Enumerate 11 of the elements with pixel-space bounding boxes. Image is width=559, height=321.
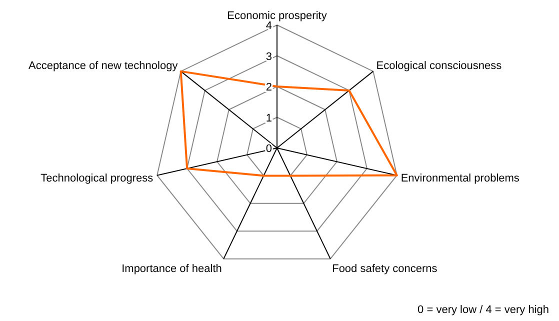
y-tick-label: 3 bbox=[266, 50, 272, 63]
spoke-label: Economic prosperity bbox=[227, 10, 328, 22]
y-tick-label: 1 bbox=[266, 112, 272, 124]
spoke-label: Ecological consciousness bbox=[376, 60, 502, 72]
spoke-label: Acceptance of new technology bbox=[28, 60, 178, 72]
text: 0 = very low / 4 = very high bbox=[418, 304, 549, 316]
spoke-label: Environmental problems bbox=[400, 172, 520, 185]
y-tick-label: 4 bbox=[266, 20, 272, 32]
spoke-label: Importance of health bbox=[122, 262, 222, 275]
spoke-label: Technological progress bbox=[40, 172, 154, 185]
spoke-label: Food safety concerns bbox=[332, 262, 438, 275]
